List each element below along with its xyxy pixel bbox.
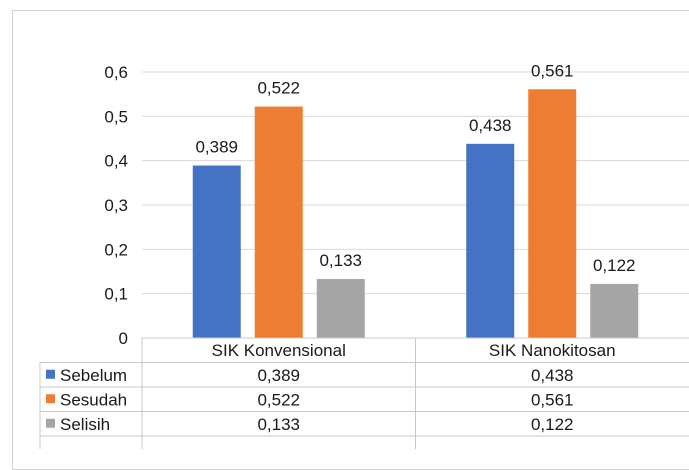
table-cell: 0,522 (257, 390, 300, 409)
table-cell: 0,133 (257, 415, 300, 434)
bar-sesudah (254, 106, 303, 338)
bar-sebelum (192, 165, 241, 338)
y-tick-label: 0,3 (104, 196, 128, 215)
category-label: SIK Konvensional (212, 341, 346, 360)
table-cell: 0,389 (257, 366, 300, 385)
category-label: SIK Nanokitosan (489, 341, 616, 360)
legend-label: Selisih (60, 415, 110, 434)
data-label: 0,438 (469, 116, 512, 135)
y-tick-label: 0,5 (104, 107, 128, 126)
bar-sesudah (528, 89, 577, 338)
data-label: 0,133 (319, 251, 362, 270)
legend-label: Sesudah (60, 390, 127, 409)
data-label: 0,522 (257, 79, 300, 98)
legend-swatch-sebelum (46, 369, 55, 379)
y-tick-label: 0,4 (104, 152, 128, 171)
y-tick-label: 0 (119, 329, 128, 348)
data-label: 0,389 (195, 138, 238, 157)
data-label: 0,561 (531, 61, 574, 80)
bar-selisih (590, 283, 639, 338)
y-tick-label: 0,6 (104, 63, 128, 82)
legend-swatch-selisih (46, 418, 55, 428)
data-label: 0,122 (593, 256, 636, 275)
legend-label: Sebelum (60, 366, 127, 385)
table-cell: 0,438 (531, 366, 574, 385)
bar-sebelum (466, 143, 515, 338)
bar-chart: 0 0,1 0,2 0,3 0,4 0,5 0,6 0,389 0,522 0,133 0,438 0… (39, 61, 689, 449)
y-tick-label: 0,2 (104, 240, 128, 259)
y-tick-label: 0,1 (104, 285, 128, 304)
table-cell: 0,122 (531, 415, 574, 434)
table-cell: 0,561 (531, 390, 574, 409)
bar-selisih (316, 279, 365, 338)
legend-swatch-sesudah (46, 394, 55, 404)
